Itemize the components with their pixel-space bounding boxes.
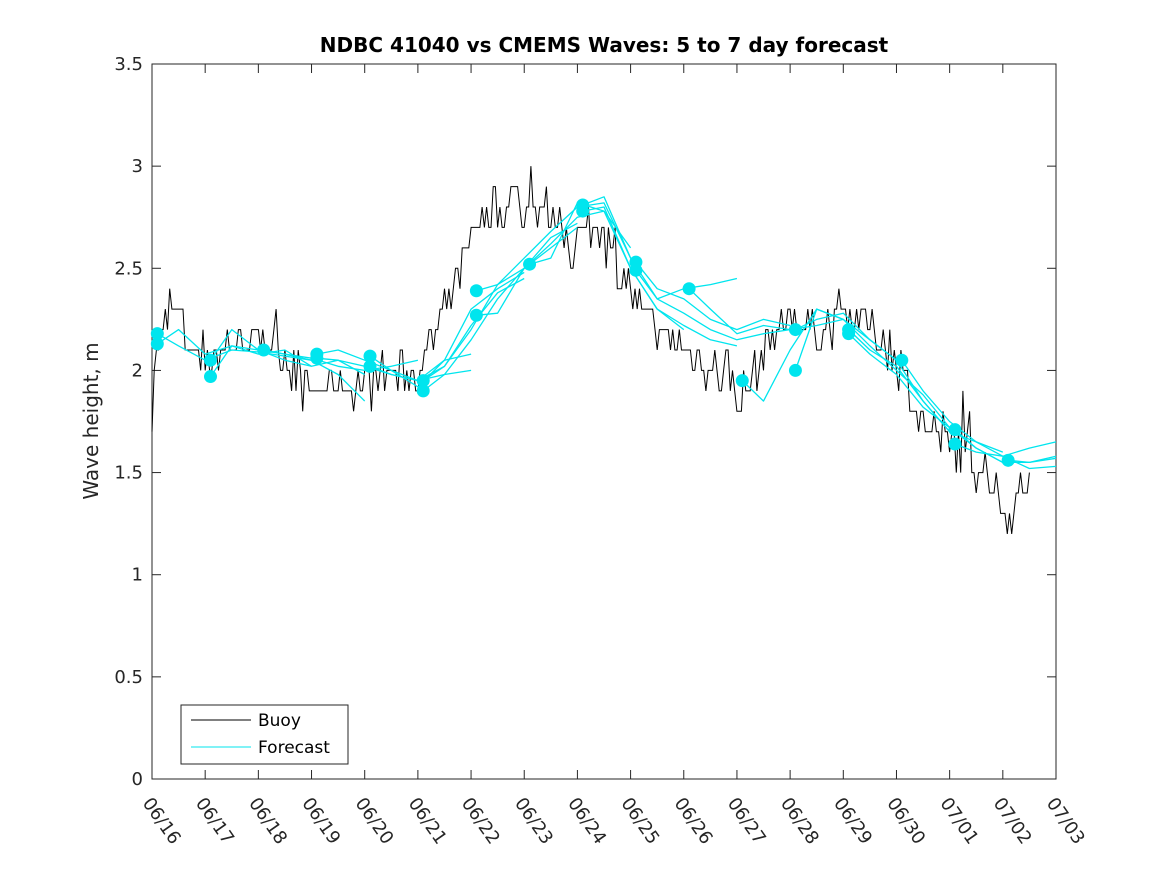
forecast-series-line — [954, 443, 1057, 470]
forecast-series-line — [369, 271, 525, 388]
y-axis: 0 0.5 1 1.5 2 2.5 3 3.5 — [114, 54, 1056, 790]
forecast-start-point — [150, 337, 164, 351]
forecast-start-point — [629, 263, 643, 277]
legend-label-forecast: Forecast — [258, 738, 330, 758]
y-tick-label: 3 — [132, 156, 143, 177]
legend: Buoy Forecast — [180, 704, 349, 765]
forecast-start-point — [416, 384, 430, 398]
chart-title: NDBC 41040 vs CMEMS Waves: 5 to 7 day fo… — [320, 33, 889, 57]
forecast-start-point — [523, 257, 537, 271]
forecast-series-line — [635, 261, 791, 331]
forecast-series-line — [156, 333, 312, 361]
forecast-series-line — [263, 349, 419, 372]
forecast-start-point — [788, 323, 802, 337]
forecast-start-point — [948, 437, 962, 451]
forecast-series-line — [1008, 455, 1057, 464]
legend-box — [180, 704, 349, 765]
forecast-start-point — [310, 351, 324, 365]
forecast-start-point — [842, 327, 856, 341]
y-tick-label: 2.5 — [114, 258, 143, 279]
forecast-start-point — [1001, 453, 1015, 467]
forecast-series-line — [582, 206, 738, 347]
forecast-series-line — [476, 202, 632, 292]
forecast-start-point — [363, 349, 377, 363]
forecast-start-point — [363, 359, 377, 373]
axes-box — [151, 63, 1057, 780]
forecast-start-point — [788, 363, 802, 377]
y-axis-label: Wave height, m — [79, 342, 103, 499]
forecast-series-line — [688, 288, 844, 335]
forecast-start-point — [416, 374, 430, 388]
forecast-start-point — [469, 308, 483, 322]
legend-label-buoy: Buoy — [258, 711, 301, 731]
forecast-start-point — [895, 353, 909, 367]
series-layer — [150, 166, 1057, 534]
y-tick-label: 1.5 — [114, 463, 143, 484]
forecast-start-point — [735, 374, 749, 388]
forecast-start-point — [203, 370, 217, 384]
forecast-series-line — [794, 308, 951, 429]
y-tick-label: 0 — [132, 769, 143, 790]
forecast-series-line — [422, 226, 578, 392]
y-tick-label: 1 — [132, 565, 143, 586]
buoy-series-line — [151, 166, 1030, 534]
forecast-start-point — [203, 353, 217, 367]
forecast-start-point — [948, 423, 962, 437]
forecast-start-point — [682, 282, 696, 296]
forecast-start-point — [469, 284, 483, 298]
forecast-start-point — [257, 343, 271, 357]
y-tick-label: 2 — [132, 360, 143, 381]
forecast-start-point — [150, 327, 164, 341]
y-tick-label: 3.5 — [114, 54, 143, 75]
forecast-start-point — [576, 204, 590, 218]
forecast-series-line — [635, 269, 791, 341]
forecast-series-line — [901, 359, 1057, 457]
y-tick-label: 0.5 — [114, 667, 143, 688]
